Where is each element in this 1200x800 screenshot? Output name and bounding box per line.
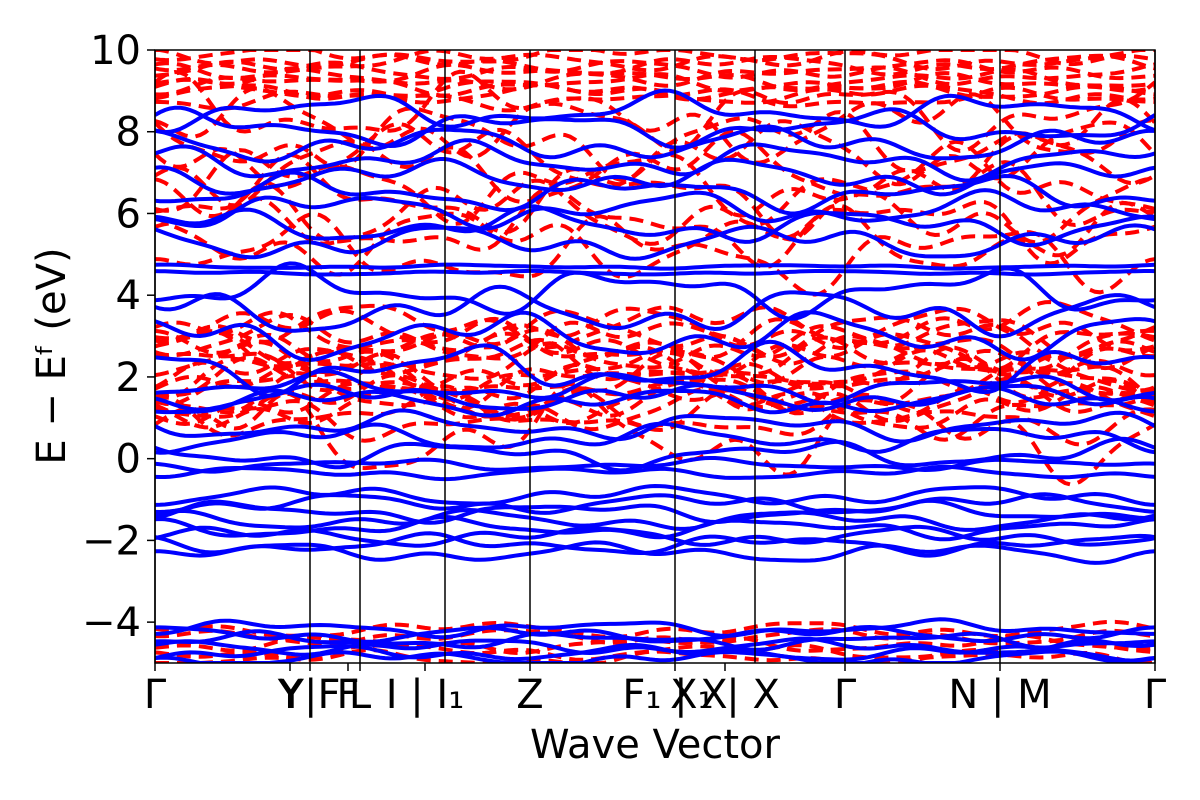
x-tick-label: I | I₁ bbox=[386, 672, 465, 718]
x-tick-label: X₁ | X bbox=[670, 672, 780, 718]
solid-band-line bbox=[155, 310, 1155, 363]
x-tick-label: Γ bbox=[144, 672, 167, 718]
solid-band-line bbox=[155, 624, 1155, 644]
dashed-band-line bbox=[155, 384, 1155, 432]
y-axis-ticks: 10 8 6 4 2 0 −2 −4 bbox=[82, 28, 155, 646]
dashed-band-line bbox=[155, 50, 1155, 73]
y-tick-label: 2 bbox=[116, 355, 141, 401]
dashed-band-line bbox=[155, 85, 1155, 113]
dashed-band-line bbox=[155, 306, 1155, 353]
y-tick-label: 6 bbox=[116, 191, 141, 237]
y-tick-label: −4 bbox=[82, 600, 141, 646]
solid-band-line bbox=[155, 262, 1155, 271]
x-tick-label: F bbox=[336, 672, 359, 718]
solid-band-line bbox=[155, 223, 1155, 261]
y-axis-label: E − Eᶠ (eV) bbox=[29, 247, 75, 464]
solid-band-line bbox=[155, 540, 1155, 565]
solid-band-line bbox=[155, 524, 1155, 548]
dashed-band-line bbox=[155, 299, 1155, 350]
solid-band-line bbox=[155, 188, 1155, 231]
solid-band-line bbox=[155, 382, 1155, 413]
y-tick-label: 4 bbox=[116, 273, 141, 319]
solid-band-line bbox=[155, 483, 1155, 507]
solid-band-line bbox=[155, 507, 1155, 532]
x-tick-label: F₁ | X bbox=[622, 672, 727, 718]
x-tick-label: L bbox=[349, 672, 372, 718]
solid-band-line bbox=[155, 498, 1155, 525]
y-tick-label: 10 bbox=[90, 28, 141, 74]
dashed-band-line bbox=[155, 384, 1155, 442]
dashed-band-line bbox=[155, 211, 1155, 297]
solid-band-line bbox=[155, 617, 1155, 640]
solid-band-line bbox=[155, 124, 1155, 164]
x-tick-label: Y bbox=[277, 672, 303, 718]
dashed-band-line bbox=[155, 50, 1155, 68]
x-tick-label: Γ bbox=[1144, 672, 1167, 718]
x-axis-label: Wave Vector bbox=[530, 722, 781, 768]
solid-bands bbox=[155, 88, 1155, 663]
solid-band-line bbox=[155, 369, 1155, 406]
y-tick-label: −2 bbox=[82, 518, 141, 564]
dashed-band-line bbox=[155, 129, 1155, 208]
x-axis-ticks: Γ YY|FFL I | I₁ Z F₁ | XX₁ | X Γ N | M Γ bbox=[144, 663, 1167, 718]
solid-band-line bbox=[155, 268, 1155, 277]
solid-band-line bbox=[155, 88, 1155, 135]
solid-band-line bbox=[155, 464, 1155, 482]
solid-band-line bbox=[155, 514, 1155, 542]
y-tick-label: 8 bbox=[116, 110, 141, 156]
dashed-band-line bbox=[155, 86, 1155, 165]
x-tick-label: Γ bbox=[834, 672, 857, 718]
dashed-band-line bbox=[155, 52, 1155, 77]
solid-band-line bbox=[155, 284, 1155, 339]
solid-band-line bbox=[155, 105, 1155, 150]
x-tick-label: Y|F bbox=[279, 672, 341, 718]
solid-band-line bbox=[155, 421, 1155, 455]
solid-band-line bbox=[155, 636, 1155, 657]
y-tick-label: 0 bbox=[116, 437, 141, 483]
dashed-band-line bbox=[155, 61, 1155, 88]
plot-frame bbox=[154, 49, 1156, 664]
solid-band-line bbox=[155, 204, 1155, 248]
dashed-band-line bbox=[155, 308, 1155, 360]
solid-band-line bbox=[155, 138, 1155, 183]
solid-band-line bbox=[155, 531, 1155, 558]
dashed-band-line bbox=[155, 66, 1155, 93]
solid-band-line bbox=[155, 456, 1155, 474]
x-tick-label: Z bbox=[516, 672, 543, 718]
x-tick-label: N | M bbox=[948, 672, 1051, 718]
solid-band-line bbox=[155, 261, 1155, 321]
